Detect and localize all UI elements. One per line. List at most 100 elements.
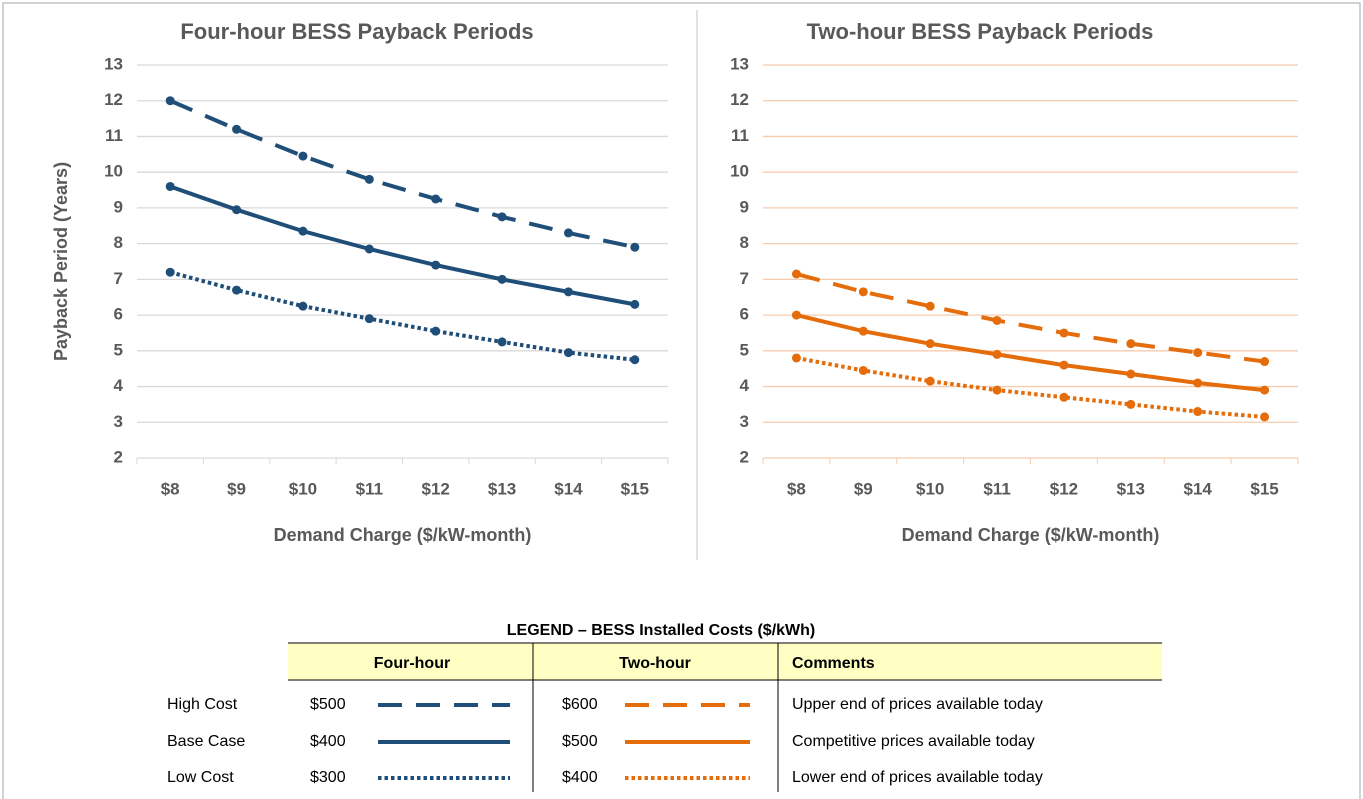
series-line bbox=[796, 355, 1265, 419]
x-tick-label: $11 bbox=[356, 479, 383, 498]
point bbox=[563, 228, 573, 238]
x-axis-title: Demand Charge ($/kW-month) bbox=[274, 525, 532, 545]
point bbox=[497, 274, 507, 284]
series-line bbox=[795, 313, 1265, 393]
x-axis-title: Demand Charge ($/kW-month) bbox=[902, 525, 1160, 545]
y-tick-label: 6 bbox=[114, 305, 123, 324]
x-tick-label: $14 bbox=[554, 479, 583, 498]
legend-cost: $400 bbox=[310, 733, 346, 750]
point bbox=[1193, 378, 1203, 388]
legend-cost: $600 bbox=[562, 696, 598, 713]
series-line bbox=[169, 98, 636, 250]
point bbox=[165, 181, 175, 191]
legend-header-bg bbox=[288, 643, 1162, 680]
point bbox=[1126, 339, 1136, 349]
point bbox=[1126, 369, 1136, 379]
x-tick-label: $8 bbox=[787, 479, 806, 498]
y-tick-label: 2 bbox=[114, 447, 123, 466]
x-tick-label: $10 bbox=[289, 479, 317, 498]
point bbox=[1126, 399, 1136, 409]
point bbox=[992, 349, 1002, 359]
point bbox=[431, 194, 441, 204]
x-tick-label: $11 bbox=[983, 479, 1010, 498]
y-tick-label: 12 bbox=[104, 90, 123, 109]
y-tick-label: 13 bbox=[104, 54, 123, 73]
legend-title: LEGEND – BESS Installed Costs ($/kWh) bbox=[507, 622, 816, 639]
y-tick-label: 9 bbox=[114, 197, 123, 216]
x-tick-label: $10 bbox=[916, 479, 944, 498]
legend-cost: $300 bbox=[310, 769, 346, 786]
y-tick-label: 11 bbox=[731, 126, 749, 145]
x-tick-label: $12 bbox=[422, 479, 450, 498]
point bbox=[858, 326, 868, 336]
y-tick-label: 10 bbox=[104, 162, 123, 181]
y-tick-label: 7 bbox=[114, 269, 123, 288]
legend-header: Comments bbox=[792, 655, 875, 672]
point bbox=[992, 385, 1002, 395]
point bbox=[232, 124, 242, 134]
point bbox=[630, 299, 640, 309]
series-line bbox=[169, 270, 636, 362]
point bbox=[858, 287, 868, 297]
point bbox=[298, 151, 308, 161]
y-tick-label: 11 bbox=[105, 126, 123, 145]
point bbox=[1059, 360, 1069, 370]
x-tick-label: $8 bbox=[161, 479, 180, 498]
y-tick-label: 5 bbox=[740, 340, 749, 359]
series-line bbox=[795, 272, 1265, 364]
y-tick-label: 8 bbox=[740, 233, 749, 252]
point bbox=[298, 226, 308, 236]
point bbox=[1260, 357, 1270, 367]
point bbox=[925, 376, 935, 386]
point bbox=[791, 353, 801, 363]
point bbox=[431, 326, 441, 336]
legend-comment: Upper end of prices available today bbox=[792, 696, 1043, 713]
y-tick-label: 3 bbox=[740, 412, 749, 431]
point bbox=[1260, 412, 1270, 422]
point bbox=[364, 244, 374, 254]
point bbox=[232, 205, 242, 215]
y-axis-title: Payback Period (Years) bbox=[51, 162, 71, 361]
legend-cost: $400 bbox=[562, 769, 598, 786]
point bbox=[791, 310, 801, 320]
series-line bbox=[169, 184, 636, 307]
point bbox=[364, 174, 374, 184]
x-tick-label: $12 bbox=[1050, 479, 1078, 498]
y-tick-label: 5 bbox=[114, 340, 123, 359]
point bbox=[925, 339, 935, 349]
y-tick-label: 13 bbox=[730, 54, 749, 73]
chart-title: Two-hour BESS Payback Periods bbox=[807, 19, 1154, 44]
point bbox=[1059, 328, 1069, 338]
x-tick-label: $13 bbox=[1117, 479, 1145, 498]
point bbox=[431, 260, 441, 270]
legend-header: Two-hour bbox=[619, 655, 691, 672]
y-tick-label: 7 bbox=[740, 269, 749, 288]
point bbox=[791, 269, 801, 279]
point bbox=[1059, 392, 1069, 402]
point bbox=[364, 314, 374, 324]
legend-cost: $500 bbox=[310, 696, 346, 713]
x-tick-label: $14 bbox=[1184, 479, 1213, 498]
point bbox=[298, 301, 308, 311]
legend-label: Base Case bbox=[167, 733, 245, 750]
y-tick-label: 10 bbox=[730, 162, 749, 181]
y-tick-label: 12 bbox=[730, 90, 749, 109]
y-tick-label: 9 bbox=[740, 197, 749, 216]
legend-label: High Cost bbox=[167, 696, 238, 713]
x-tick-label: $13 bbox=[488, 479, 516, 498]
y-tick-label: 6 bbox=[740, 305, 749, 324]
point bbox=[858, 365, 868, 375]
point bbox=[1193, 348, 1203, 358]
x-tick-label: $9 bbox=[227, 479, 246, 498]
x-tick-label: $9 bbox=[854, 479, 873, 498]
y-tick-label: 8 bbox=[114, 233, 123, 252]
legend-cost: $500 bbox=[562, 733, 598, 750]
legend-label: Low Cost bbox=[167, 769, 234, 786]
point bbox=[630, 355, 640, 365]
x-tick-label: $15 bbox=[621, 479, 649, 498]
point bbox=[563, 287, 573, 297]
point bbox=[165, 267, 175, 277]
point bbox=[630, 242, 640, 252]
